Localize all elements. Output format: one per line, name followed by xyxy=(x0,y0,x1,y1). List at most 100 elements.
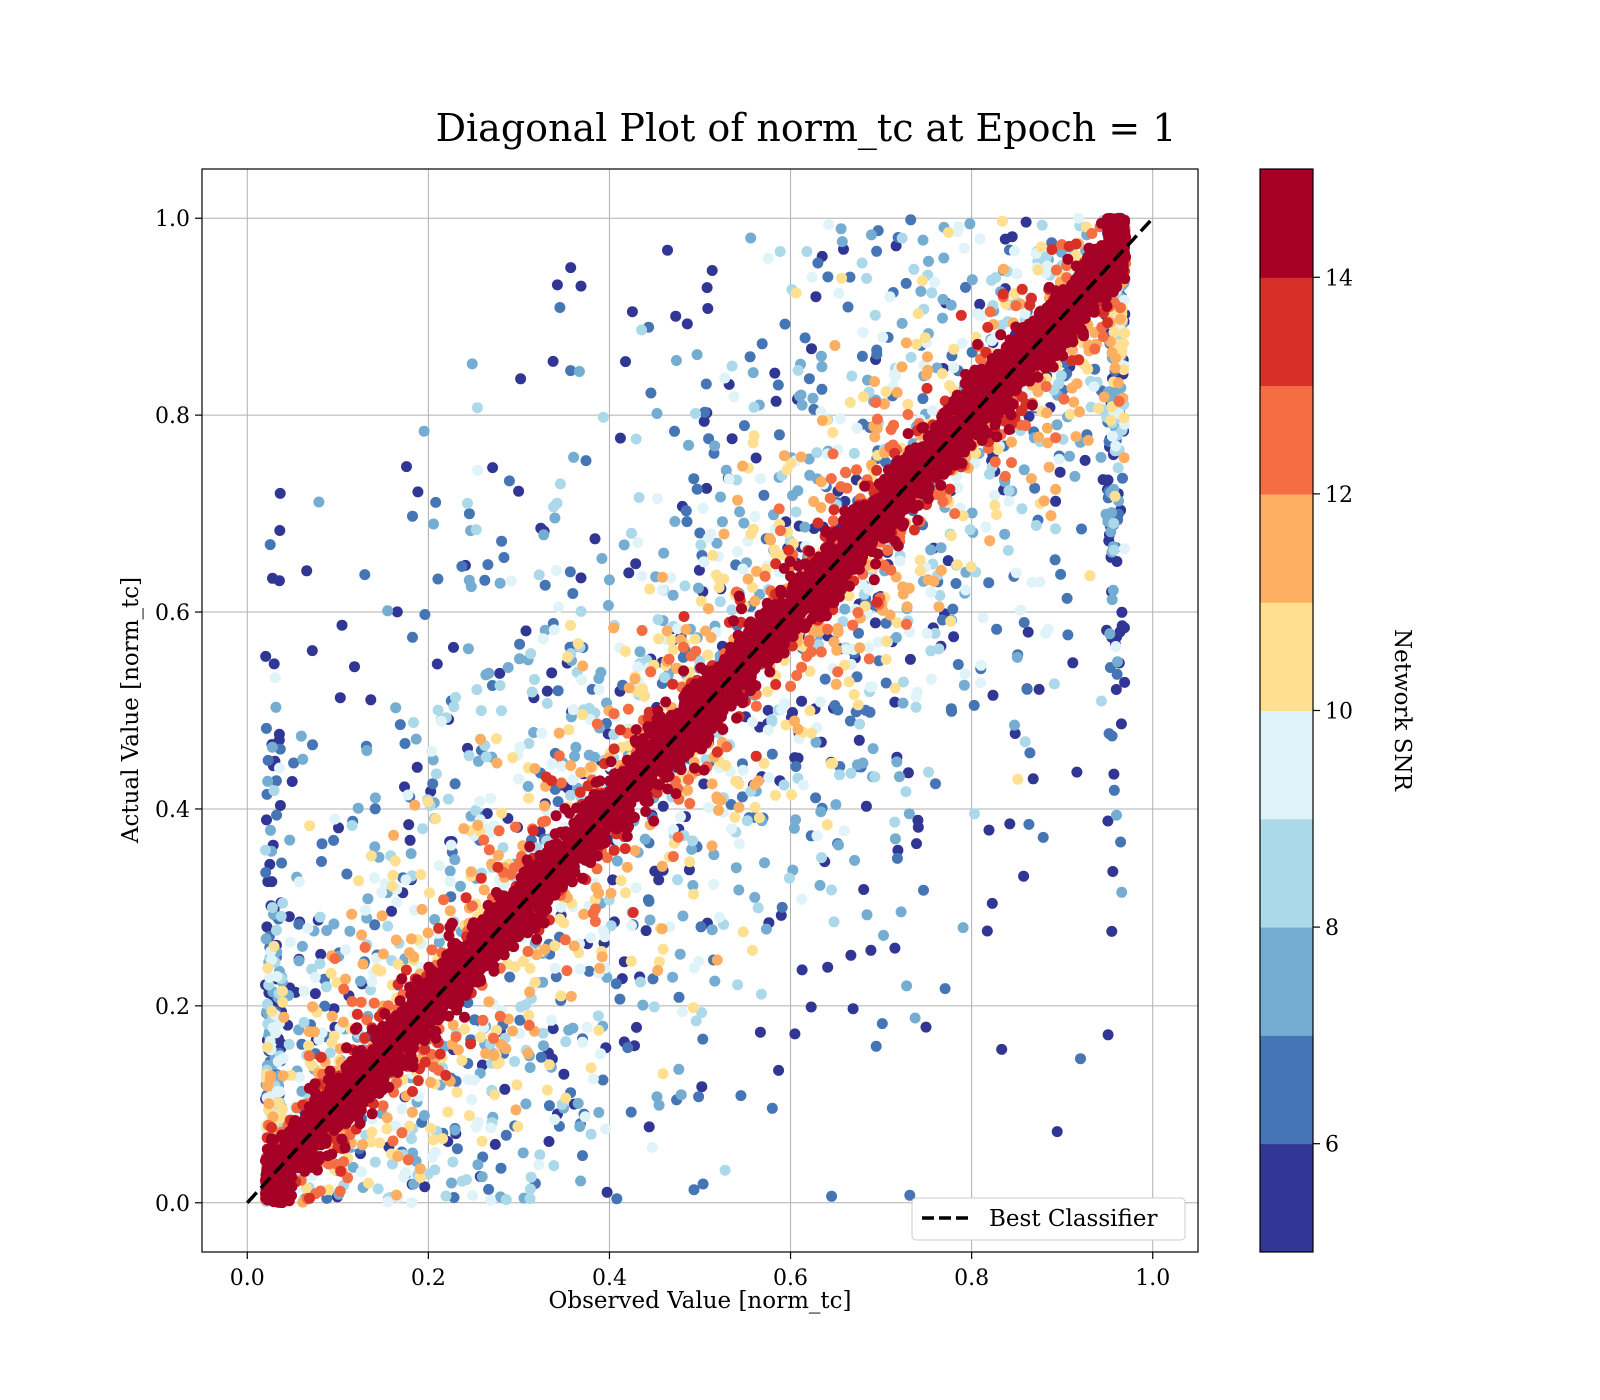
scatter-point xyxy=(805,646,817,658)
scatter-point xyxy=(278,1011,290,1023)
scatter-point xyxy=(1082,434,1094,446)
scatter-point xyxy=(442,793,454,805)
scatter-point xyxy=(812,517,824,529)
scatter-point xyxy=(975,677,986,689)
scatter-point xyxy=(821,819,833,831)
scatter-point xyxy=(861,909,873,921)
scatter-point xyxy=(1019,736,1031,748)
scatter-point xyxy=(968,699,980,711)
scatter-point xyxy=(1020,420,1032,431)
scatter-point xyxy=(465,866,477,878)
scatter-point xyxy=(449,1124,461,1136)
scatter-point xyxy=(695,921,707,933)
scatter-point xyxy=(859,480,871,492)
scatter-point xyxy=(903,808,915,820)
scatter-point xyxy=(414,1171,426,1183)
scatter-point xyxy=(447,1156,459,1168)
scatter-point xyxy=(687,835,699,847)
scatter-point xyxy=(625,955,637,967)
scatter-point xyxy=(432,704,444,716)
scatter-point xyxy=(520,625,532,637)
scatter-point xyxy=(695,595,707,607)
scatter-point xyxy=(815,696,826,708)
scatter-point xyxy=(706,778,718,790)
scatter-point xyxy=(403,819,415,831)
scatter-point xyxy=(779,697,790,709)
scatter-point xyxy=(622,1042,634,1054)
scatter-point xyxy=(683,864,695,876)
scatter-point xyxy=(585,761,597,773)
scatter-point xyxy=(834,413,846,425)
scatter-point xyxy=(568,451,580,463)
scatter-point xyxy=(593,673,605,684)
scatter-point xyxy=(891,387,903,398)
scatter-point xyxy=(1109,362,1121,374)
scatter-point xyxy=(911,686,923,698)
scatter-point xyxy=(698,556,710,568)
scatter-point xyxy=(819,673,831,685)
scatter-point xyxy=(737,563,749,575)
scatter-point xyxy=(425,1076,437,1088)
scatter-point xyxy=(969,808,980,820)
scatter-point xyxy=(535,1051,547,1063)
scatter-point xyxy=(515,373,527,385)
scatter-point xyxy=(366,976,378,988)
scatter-point xyxy=(726,823,737,835)
scatter-point xyxy=(539,800,551,812)
scatter-point xyxy=(470,524,482,536)
scatter-point xyxy=(845,767,857,779)
scatter-point xyxy=(1043,461,1055,473)
scatter-point xyxy=(803,373,815,385)
scatter-point xyxy=(656,923,668,935)
scatter-point xyxy=(869,617,881,629)
scatter-point xyxy=(1041,407,1053,419)
scatter-point xyxy=(678,611,690,622)
scatter-point xyxy=(463,1110,475,1122)
scatter-point xyxy=(547,355,559,367)
scatter-point xyxy=(482,559,494,571)
scatter-point xyxy=(754,1026,766,1038)
scatter-point xyxy=(653,633,665,645)
scatter-point xyxy=(456,1175,468,1187)
scatter-point xyxy=(674,948,686,960)
scatter-point xyxy=(347,1161,359,1173)
scatter-point xyxy=(565,760,577,771)
scatter-point xyxy=(925,586,937,598)
scatter-point xyxy=(937,293,949,305)
scatter-point xyxy=(603,574,615,586)
scatter-point xyxy=(274,762,285,774)
scatter-point xyxy=(513,773,525,785)
scatter-point xyxy=(1089,343,1101,355)
scatter-point xyxy=(925,544,937,556)
scatter-point xyxy=(427,778,439,790)
scatter-point xyxy=(829,340,841,351)
scatter-point xyxy=(1016,283,1028,295)
scatter-point xyxy=(726,360,738,372)
scatter-point xyxy=(485,1122,497,1134)
scatter-point xyxy=(730,862,742,874)
scatter-point xyxy=(548,624,560,636)
scatter-point xyxy=(923,255,934,267)
scatter-point xyxy=(889,696,901,708)
scatter-point xyxy=(935,542,947,554)
scatter-point xyxy=(376,910,388,922)
scatter-point xyxy=(726,433,738,445)
scatter-point xyxy=(900,786,912,798)
scatter-point xyxy=(517,955,529,967)
scatter-point xyxy=(560,1036,572,1048)
scatter-point xyxy=(904,653,916,665)
scatter-point xyxy=(1003,496,1015,507)
scatter-point xyxy=(851,422,863,434)
scatter-point xyxy=(670,310,682,322)
scatter-point xyxy=(381,1123,393,1135)
scatter-point xyxy=(543,1136,555,1147)
scatter-point xyxy=(912,308,924,320)
scatter-point xyxy=(902,428,914,440)
scatter-point xyxy=(632,537,644,549)
scatter-point xyxy=(450,691,461,703)
scatter-point xyxy=(597,1074,609,1086)
scatter-point xyxy=(1119,676,1131,688)
scatter-point xyxy=(789,1028,801,1040)
scatter-point xyxy=(885,564,897,576)
scatter-point xyxy=(307,1001,318,1013)
